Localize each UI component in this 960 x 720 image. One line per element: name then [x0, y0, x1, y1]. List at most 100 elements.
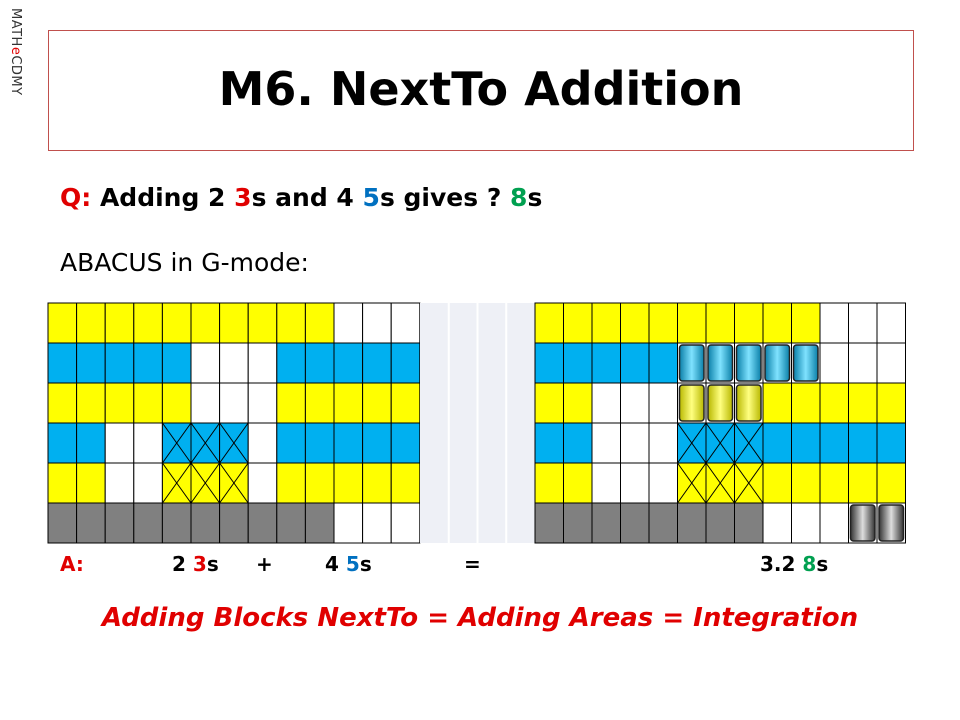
cell	[219, 382, 249, 424]
a-text: 2	[172, 552, 193, 576]
answer-term: 4 5s	[325, 552, 372, 576]
cell	[762, 502, 792, 544]
cell	[734, 302, 764, 344]
cell	[591, 342, 621, 384]
cell	[304, 382, 335, 424]
cell	[819, 382, 849, 424]
cell	[819, 342, 849, 384]
cross	[161, 462, 192, 504]
cell	[104, 302, 135, 344]
cell	[876, 462, 906, 504]
q-number: 8	[510, 183, 528, 212]
cell	[247, 422, 278, 464]
cell	[333, 342, 364, 384]
cell	[534, 462, 564, 504]
bead	[792, 344, 819, 382]
cell	[762, 422, 792, 464]
cell	[791, 422, 821, 464]
bead	[707, 384, 734, 422]
a-text: s	[359, 552, 372, 576]
cell	[563, 302, 593, 344]
cell	[591, 462, 621, 504]
title: M6. NextTo Addition	[218, 62, 744, 116]
cell	[648, 502, 678, 544]
title-box	[48, 30, 914, 151]
cell	[133, 302, 163, 344]
q-number: 5	[362, 183, 380, 212]
cell	[390, 462, 421, 504]
cross	[219, 422, 249, 464]
cell	[104, 382, 135, 424]
bead	[878, 504, 905, 542]
cell	[876, 422, 906, 464]
cell	[563, 422, 593, 464]
cell	[276, 342, 306, 384]
cross	[190, 422, 221, 464]
cell	[161, 302, 192, 344]
cell	[390, 422, 421, 464]
cell	[648, 382, 678, 424]
cell	[620, 382, 650, 424]
cell	[76, 462, 106, 504]
cell	[247, 502, 278, 544]
cell	[848, 302, 878, 344]
cell	[304, 342, 335, 384]
cell	[563, 462, 593, 504]
cross	[219, 462, 249, 504]
answer-equals: =	[464, 552, 481, 576]
cell	[161, 382, 192, 424]
bead	[678, 344, 705, 382]
cross	[190, 462, 221, 504]
cell	[390, 382, 421, 424]
cell	[304, 462, 335, 504]
cell	[362, 302, 392, 344]
cell	[276, 382, 306, 424]
cell	[534, 302, 564, 344]
cell	[591, 502, 621, 544]
cell	[648, 462, 678, 504]
cell	[648, 422, 678, 464]
cell	[104, 422, 135, 464]
cell	[848, 342, 878, 384]
question: Q: Adding 2 3s and 4 5s gives ? 8s	[60, 183, 542, 212]
q-text: Adding 2	[91, 183, 235, 212]
cell	[762, 462, 792, 504]
cell	[848, 462, 878, 504]
cell	[219, 302, 249, 344]
cell	[819, 462, 849, 504]
cell	[762, 382, 792, 424]
a-number: 5	[345, 552, 360, 576]
bead	[764, 344, 791, 382]
cell	[276, 302, 306, 344]
cross	[677, 422, 707, 464]
cross	[705, 462, 735, 504]
cell	[762, 302, 792, 344]
cell	[791, 382, 821, 424]
cell	[304, 422, 335, 464]
side-text: CDMY	[8, 55, 23, 96]
cross	[734, 462, 764, 504]
a-text: s	[206, 552, 219, 576]
cell	[47, 502, 78, 544]
cell	[620, 462, 650, 504]
cell	[47, 462, 78, 504]
side-label: MATHeCDMY	[8, 8, 23, 96]
cell	[876, 342, 906, 384]
cell	[133, 422, 163, 464]
cell	[276, 502, 306, 544]
cell	[534, 382, 564, 424]
a-number: 8	[802, 552, 817, 576]
cell	[876, 302, 906, 344]
cell	[133, 342, 163, 384]
cell	[648, 302, 678, 344]
answer-result: 3.2 8s	[760, 552, 828, 576]
cell	[276, 462, 306, 504]
cell	[534, 502, 564, 544]
cell	[247, 302, 278, 344]
cell	[161, 342, 192, 384]
cell	[819, 502, 849, 544]
cell	[791, 502, 821, 544]
a-number: 3	[192, 552, 207, 576]
cell	[190, 302, 221, 344]
